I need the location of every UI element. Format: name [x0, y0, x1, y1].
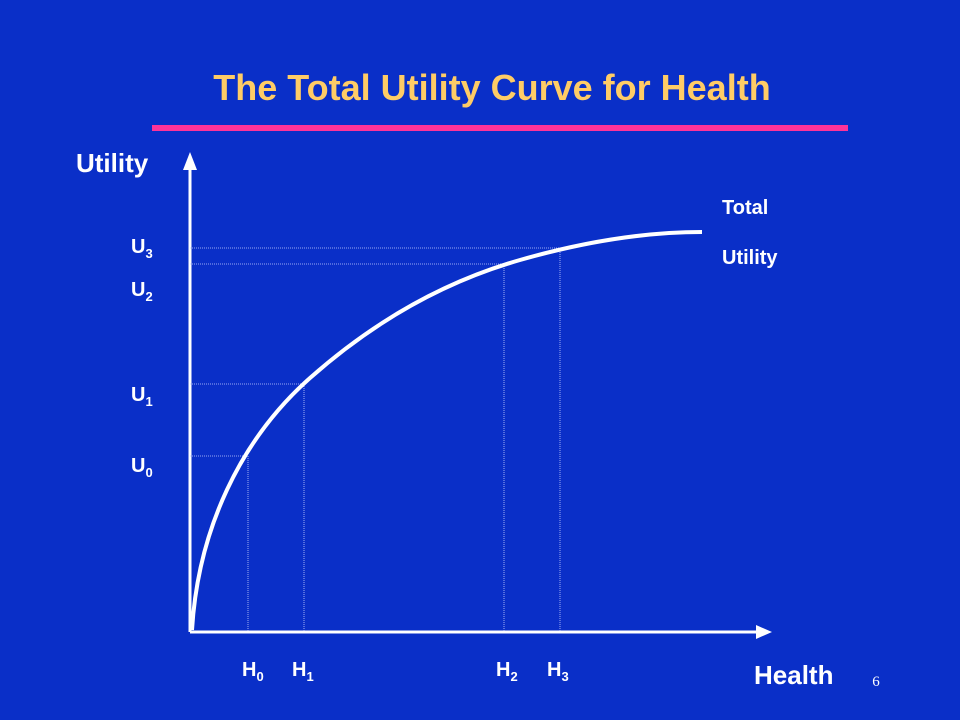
- level-subscript: 3: [145, 246, 152, 261]
- level-label: H3: [547, 659, 569, 684]
- title: The Total Utility Curve for Health: [213, 67, 770, 108]
- level-label: H2: [496, 659, 518, 684]
- level-label: U3: [131, 236, 153, 261]
- curve-label: Utility: [722, 247, 778, 269]
- level-subscript: 3: [561, 669, 568, 684]
- level-letter: U: [131, 455, 145, 477]
- utility-curve: [190, 230, 703, 631]
- level-letter: U: [131, 236, 145, 258]
- level-subscript: 1: [145, 394, 152, 409]
- level-letter: U: [131, 384, 145, 406]
- level-label: U0: [131, 455, 153, 480]
- level-subscript: 1: [306, 669, 313, 684]
- level-letter: H: [547, 659, 561, 681]
- level-subscript: 2: [510, 669, 517, 684]
- level-subscript: 0: [256, 669, 263, 684]
- level-letter: H: [242, 659, 256, 681]
- level-label: H0: [242, 659, 264, 684]
- x-axis-label: Health: [754, 660, 833, 690]
- page-number: 6: [872, 674, 880, 690]
- curve-label: Total: [722, 197, 768, 219]
- level-letter: H: [496, 659, 510, 681]
- axes: [188, 170, 756, 634]
- level-subscript: 2: [145, 289, 152, 304]
- level-letter: U: [131, 279, 145, 301]
- level-label: U1: [131, 384, 153, 409]
- level-label: H1: [292, 659, 314, 684]
- level-label: U2: [131, 279, 153, 304]
- y-arrow: [183, 152, 197, 170]
- title-underline: [152, 125, 848, 131]
- y-axis-label: Utility: [76, 148, 149, 178]
- guide-0: [190, 455, 249, 632]
- x-arrow: [756, 625, 772, 639]
- level-subscript: 0: [145, 465, 152, 480]
- level-letter: H: [292, 659, 306, 681]
